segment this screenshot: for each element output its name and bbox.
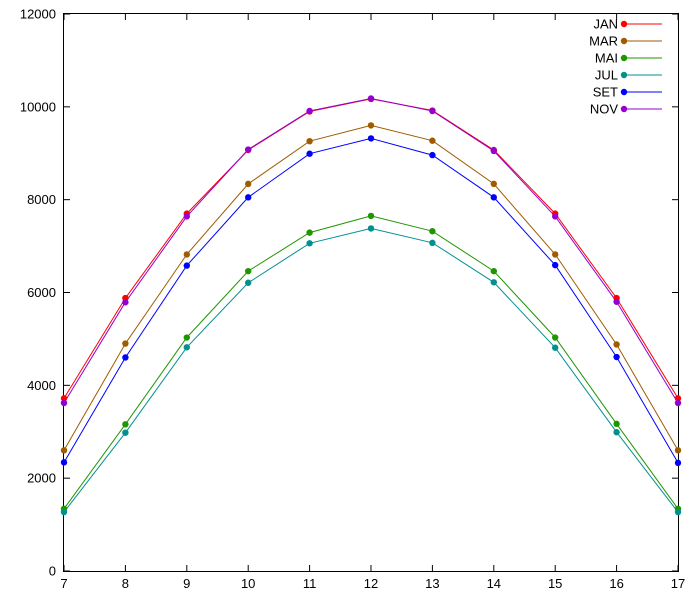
legend-label-nov: NOV xyxy=(590,102,619,117)
data-point-set xyxy=(306,150,313,157)
data-point-jul xyxy=(183,344,190,351)
legend-marker-mar xyxy=(620,37,628,45)
data-point-mai xyxy=(183,334,190,341)
axis-ticks: 7 8 9 10 11 12 13 14 15 16 17 0 2000 4000 6000 8000 1000… xyxy=(20,7,685,592)
data-point-mai xyxy=(367,212,375,220)
legend-label-set: SET xyxy=(593,85,618,100)
data-point-mai xyxy=(490,267,497,275)
data-point-jul xyxy=(429,239,436,247)
data-point-mar xyxy=(613,341,620,348)
data-point-set xyxy=(245,194,252,201)
data-point-mar xyxy=(429,137,436,144)
y-tick-label: 12000 xyxy=(20,7,56,22)
x-tick-label: 15 xyxy=(548,576,562,591)
data-point-jul xyxy=(245,279,252,286)
data-point-nov xyxy=(429,107,436,115)
legend-label-mai: MAI xyxy=(595,51,618,66)
data-point-mar xyxy=(552,251,559,258)
data-point-set xyxy=(613,353,620,361)
legend-label-mar: MAR xyxy=(589,34,618,49)
data-point-jul xyxy=(674,508,682,516)
data-point-nov xyxy=(183,213,190,220)
data-point-set xyxy=(490,194,497,201)
data-point-nov xyxy=(245,146,252,153)
series-lines xyxy=(63,97,679,513)
legend-marker-set xyxy=(620,88,628,96)
data-point-mar xyxy=(60,447,68,454)
data-point-mar xyxy=(183,251,190,258)
data-point-jul xyxy=(306,240,313,247)
data-point-nov xyxy=(122,299,129,306)
x-tick-label: 16 xyxy=(609,576,623,591)
x-tick-label: 7 xyxy=(60,576,67,591)
plot-frame xyxy=(63,13,679,572)
series-line-nov xyxy=(63,97,679,404)
legend-marker-jul xyxy=(620,71,628,79)
data-point-set xyxy=(429,151,436,159)
legend: JAN MAR MAI JUL SET NOV xyxy=(589,17,662,117)
series-points xyxy=(60,95,682,516)
series-line-jan xyxy=(63,98,679,399)
data-point-mar xyxy=(245,180,252,188)
data-point-nov xyxy=(367,95,375,102)
y-tick-label: 4000 xyxy=(27,378,56,393)
x-tick-label: 17 xyxy=(671,576,685,591)
data-point-jul xyxy=(60,508,68,516)
data-point-mar xyxy=(674,447,682,454)
data-point-jan xyxy=(60,395,68,402)
data-point-jan xyxy=(674,395,682,402)
data-point-mar xyxy=(122,340,129,347)
y-tick-label: 6000 xyxy=(27,285,56,300)
data-point-set xyxy=(183,262,190,269)
data-point-mai xyxy=(306,229,313,236)
data-point-nov xyxy=(306,107,313,115)
x-tick-label: 8 xyxy=(122,576,129,591)
series-line-set xyxy=(63,137,679,464)
x-tick-label: 9 xyxy=(183,576,190,591)
legend-marker-jan xyxy=(620,20,628,28)
data-point-mar xyxy=(306,137,313,145)
y-tick-label: 2000 xyxy=(27,471,56,486)
series-line-mar xyxy=(63,124,679,451)
data-point-nov xyxy=(613,298,620,305)
x-tick-label: 13 xyxy=(425,576,439,591)
data-point-set xyxy=(367,135,375,142)
legend-marker-mai xyxy=(620,54,628,62)
data-point-mar xyxy=(490,180,497,188)
data-point-jul xyxy=(552,344,559,351)
y-tick-label: 0 xyxy=(49,564,56,579)
x-tick-label: 10 xyxy=(241,576,255,591)
data-point-jul xyxy=(613,429,620,436)
data-point-set xyxy=(674,459,682,467)
data-point-nov xyxy=(490,147,497,155)
data-point-jul xyxy=(122,429,129,436)
series-line-jul xyxy=(63,227,679,513)
legend-label-jan: JAN xyxy=(593,17,618,32)
data-point-set xyxy=(122,354,129,361)
x-tick-label: 14 xyxy=(487,576,501,591)
data-point-nov xyxy=(674,399,682,407)
data-point-jul xyxy=(490,279,497,286)
y-tick-label: 10000 xyxy=(20,99,56,114)
y-tick-label: 8000 xyxy=(27,192,56,207)
data-point-set xyxy=(60,459,68,466)
data-point-nov xyxy=(60,399,68,407)
data-point-set xyxy=(552,261,559,269)
legend-label-jul: JUL xyxy=(595,68,618,83)
data-point-mai xyxy=(245,267,252,275)
x-tick-label: 11 xyxy=(303,576,317,591)
data-point-jul xyxy=(367,225,375,232)
x-tick-label: 12 xyxy=(364,576,378,591)
data-point-mai xyxy=(122,421,129,428)
data-point-mai xyxy=(429,228,436,235)
data-point-mar xyxy=(367,122,375,129)
legend-marker-nov xyxy=(620,105,628,113)
data-point-mai xyxy=(552,334,559,341)
data-point-mai xyxy=(613,420,620,428)
data-point-nov xyxy=(552,213,559,220)
